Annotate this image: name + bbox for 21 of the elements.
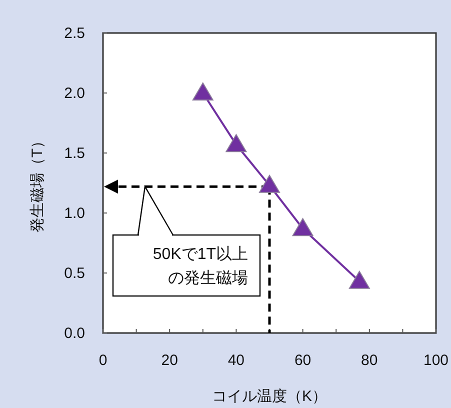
x-tick-label: 0 [98, 352, 108, 369]
y-tick-label: 1.5 [64, 145, 85, 162]
y-axis-title: 発生磁場（T） [29, 133, 46, 233]
x-tick-label: 20 [161, 352, 178, 369]
x-tick-label: 100 [423, 352, 449, 369]
annotation: 50Kで1T以上の発生磁場 [112, 184, 261, 297]
point [292, 218, 314, 236]
point [348, 270, 370, 289]
y-tick-label: 0.5 [64, 265, 85, 282]
point [192, 82, 214, 100]
x-tick-label: 80 [361, 352, 378, 369]
y-tick-label: 1.0 [64, 205, 85, 222]
x-axis-title: コイル温度（K） [212, 388, 328, 405]
y-tick-label: 2.0 [64, 85, 85, 102]
x-tick-label: 60 [294, 352, 312, 369]
point [259, 174, 280, 193]
x-tick-label: 40 [228, 352, 245, 369]
y-tick-label: 0.0 [64, 325, 85, 342]
point [226, 134, 247, 152]
y-tick-label: 2.5 [64, 25, 85, 42]
annotation: 50Kで1T以上の発生磁場 [152, 245, 248, 287]
